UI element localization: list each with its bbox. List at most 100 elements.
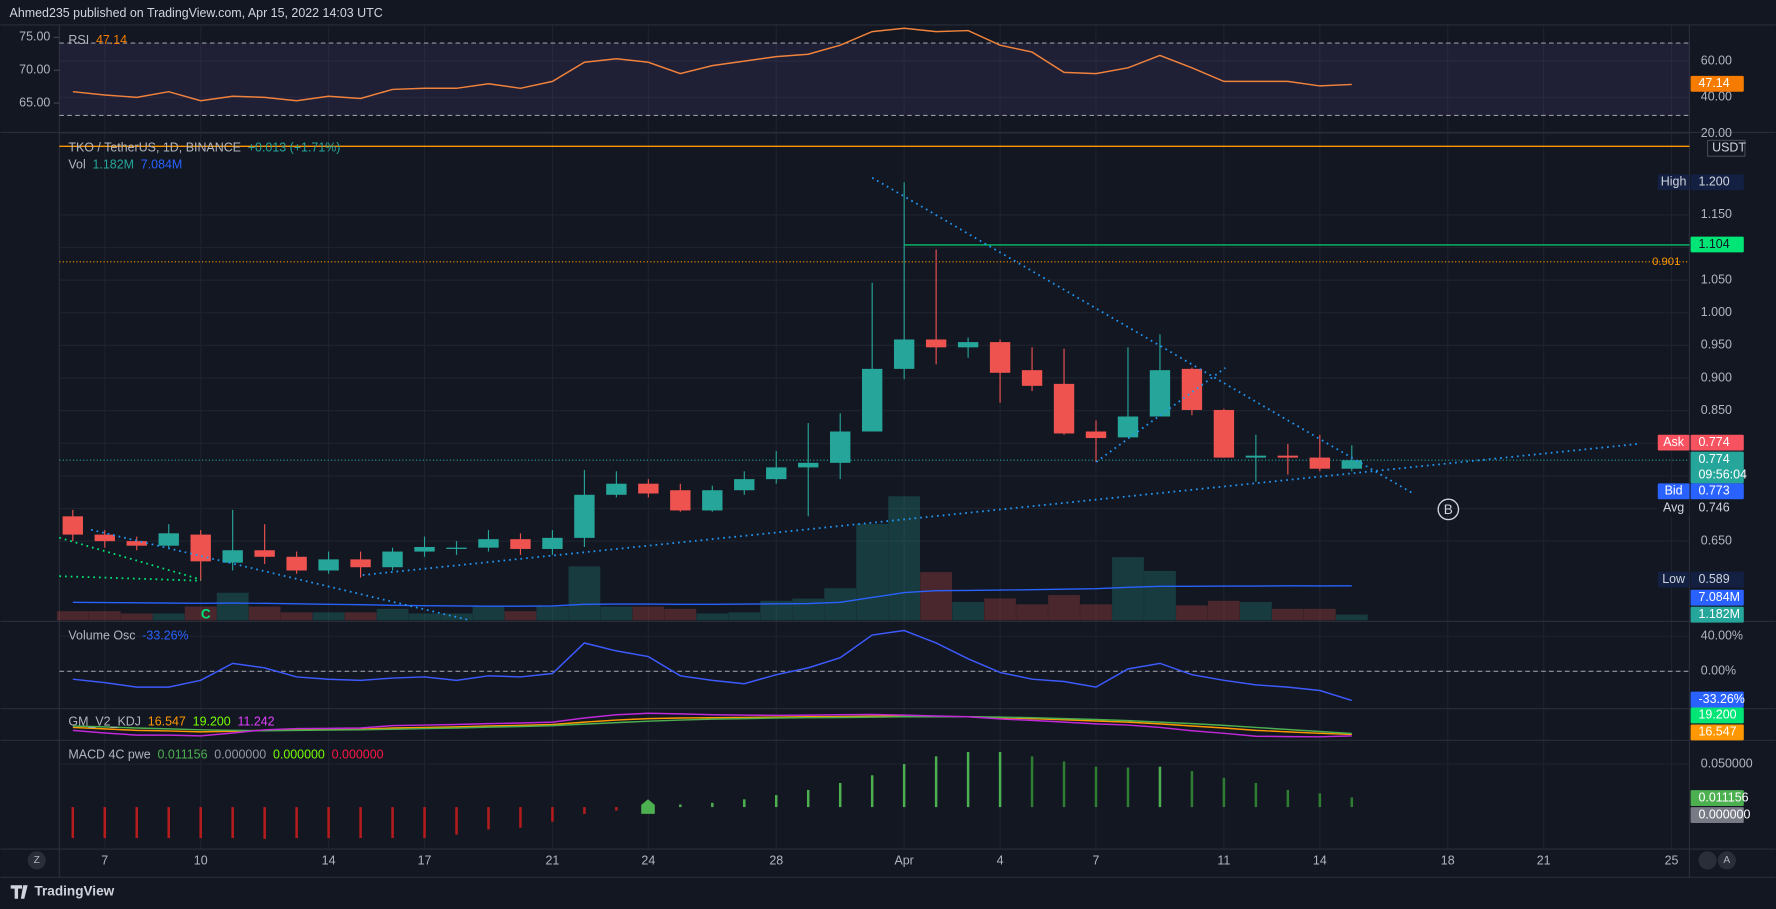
volume-bar (1303, 608, 1336, 621)
volume-bar (472, 606, 505, 621)
price-badge-label: 16.547 (1699, 725, 1737, 739)
x-tick-label: 21 (546, 854, 560, 868)
candle-body (734, 479, 755, 491)
candle-body (1053, 383, 1075, 434)
volume-bar (216, 592, 249, 621)
x-tick-label: 10 (194, 854, 208, 868)
volume-bar (152, 613, 185, 621)
legend-text: 0.000000 (332, 747, 384, 761)
price-badge (1690, 500, 1744, 517)
currency-label: USDT (1712, 141, 1746, 155)
candle-body (382, 551, 403, 568)
volume-bar (664, 608, 697, 621)
price-badge-label: 0.746 (1699, 501, 1730, 515)
price-badge-label: 0.774 (1699, 452, 1730, 466)
brand: TradingView (34, 884, 114, 899)
candle-body (702, 490, 723, 511)
fib-label: 0.901 (1652, 256, 1680, 268)
candle-body (861, 368, 883, 432)
candle-body (1117, 416, 1139, 438)
volume-bar (824, 588, 857, 621)
x-tick-label: 14 (322, 854, 336, 868)
brand-logo (10, 885, 28, 899)
candle-body (1245, 455, 1267, 458)
y-tick-label: 1.150 (1701, 207, 1732, 221)
button-label[interactable]: Z (34, 855, 40, 866)
volume-bar (600, 606, 633, 621)
button-bg (1698, 851, 1717, 870)
y2-tick-label: 75.00 (19, 30, 50, 44)
candle-body (510, 539, 531, 549)
x-tick-label: 14 (1313, 854, 1327, 868)
price-badge-label: 1.200 (1699, 175, 1730, 189)
annotation: C (201, 606, 211, 621)
volume-bar (440, 613, 473, 621)
volume-bar (504, 611, 537, 621)
price-badge-label: 0.011156 (1699, 790, 1749, 804)
candle-body (893, 339, 915, 369)
button-label[interactable]: A (1723, 855, 1730, 866)
volume-bar (1271, 608, 1304, 621)
legend-text: 11.242 (237, 715, 274, 729)
x-tick-label: 7 (1093, 854, 1100, 868)
candle-body (638, 483, 659, 494)
candle-body (286, 556, 307, 571)
y-tick-label: 0.00% (1701, 664, 1736, 678)
candle-body (446, 547, 467, 549)
currency-badge (1707, 139, 1746, 157)
volume-bar (56, 611, 89, 621)
candle-body (670, 490, 691, 511)
price-badge-label: 47.14 (1699, 76, 1730, 90)
price-badge (1690, 790, 1744, 806)
volume-bar (1239, 601, 1272, 621)
x-tick-label: 17 (418, 854, 432, 868)
legend-text: MACD 4C pwe (68, 747, 150, 761)
volume-bar (568, 566, 601, 621)
price-badge-label: -33.26% (1699, 692, 1745, 706)
candle-body (62, 516, 83, 535)
price-badge-label: 0.773 (1699, 484, 1730, 498)
volume-bar (344, 612, 377, 621)
candle-body (766, 467, 787, 480)
volume-bar (376, 608, 409, 621)
y2-tick-label: 65.00 (19, 95, 50, 109)
volume-bar (1176, 605, 1208, 621)
price-badge (1690, 707, 1744, 724)
button-bg (27, 851, 46, 870)
x-tick-label: 7 (101, 854, 108, 868)
y-tick-label: 0.850 (1701, 403, 1732, 417)
legend-text: RSI (68, 33, 89, 47)
volume-bar (984, 598, 1016, 621)
candle-body (318, 559, 339, 571)
volume-bar (1112, 557, 1144, 621)
volume-bar (728, 612, 761, 621)
badge-name: Low (1662, 572, 1686, 586)
candle-body (222, 550, 243, 563)
candle-body (1181, 368, 1203, 410)
price-badge (1690, 691, 1744, 708)
volume-bar (920, 572, 953, 621)
candle-body (606, 483, 627, 495)
candle-body (1021, 370, 1043, 386)
trend-line (59, 575, 201, 582)
candle-body (1085, 431, 1107, 439)
price-badge (1690, 75, 1744, 92)
trend-line (871, 176, 1414, 495)
badge-name-bg (1657, 483, 1690, 500)
legend-text: 0.000000 (214, 747, 266, 761)
price-badge (1690, 606, 1744, 623)
price-badge (1690, 483, 1744, 500)
legend-text: Vol (68, 158, 85, 172)
y-tick-label: 40.00 (1701, 90, 1732, 104)
candle-body (190, 534, 211, 562)
drawings (27, 176, 1736, 870)
level-band (59, 43, 1690, 116)
candle-body (1277, 455, 1299, 458)
plot: 7 10 14 17 21 24 28 Apr 4 7 11 14 18 21 25 60.00 40.00 20… (19, 27, 1753, 868)
legend-text: 0.011156 (157, 747, 207, 761)
candle-body (574, 494, 595, 538)
badge-name-bg (1657, 434, 1690, 451)
legend-text: +0.013 (+1.71%) (248, 141, 341, 155)
annotation-circle (1437, 498, 1460, 521)
x-tick-label: 25 (1665, 854, 1679, 868)
